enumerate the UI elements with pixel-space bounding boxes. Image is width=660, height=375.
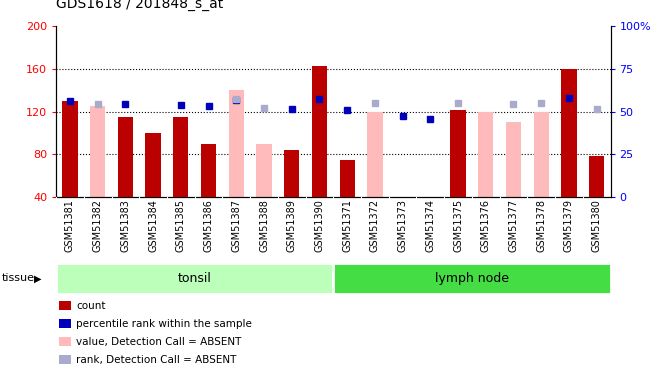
Bar	[506, 122, 521, 197]
Text: GSM51380: GSM51380	[591, 199, 602, 252]
Text: rank, Detection Call = ABSENT: rank, Detection Call = ABSENT	[76, 355, 236, 364]
Bar	[201, 144, 216, 197]
Bar	[367, 112, 383, 197]
Bar	[478, 112, 494, 197]
Text: GSM51381: GSM51381	[65, 199, 75, 252]
Bar	[333, 262, 610, 294]
Bar	[256, 144, 272, 197]
Bar	[339, 159, 355, 197]
Bar	[173, 117, 189, 197]
Text: ▶: ▶	[34, 273, 42, 284]
Text: GSM51389: GSM51389	[286, 199, 297, 252]
Bar	[90, 106, 106, 197]
Text: GSM51378: GSM51378	[536, 199, 546, 252]
Text: GDS1618 / 201848_s_at: GDS1618 / 201848_s_at	[56, 0, 223, 11]
Bar	[228, 90, 244, 197]
Bar	[589, 156, 605, 197]
Text: tonsil: tonsil	[178, 272, 212, 285]
Text: GSM51390: GSM51390	[314, 199, 325, 252]
Bar	[145, 133, 161, 197]
Text: count: count	[76, 301, 106, 310]
Text: GSM51383: GSM51383	[120, 199, 131, 252]
Text: GSM51379: GSM51379	[564, 199, 574, 252]
Text: lymph node: lymph node	[435, 272, 509, 285]
Text: GSM51376: GSM51376	[480, 199, 491, 252]
Text: GSM51386: GSM51386	[203, 199, 214, 252]
Text: GSM51375: GSM51375	[453, 199, 463, 252]
Text: GSM51371: GSM51371	[342, 199, 352, 252]
Text: tissue: tissue	[1, 273, 34, 284]
Text: GSM51387: GSM51387	[231, 199, 242, 252]
Text: value, Detection Call = ABSENT: value, Detection Call = ABSENT	[76, 337, 242, 346]
Bar	[62, 101, 78, 197]
Bar	[450, 111, 466, 197]
Text: GSM51377: GSM51377	[508, 199, 519, 252]
Bar	[312, 66, 327, 197]
Bar	[561, 69, 577, 197]
Bar	[56, 262, 333, 294]
Text: GSM51388: GSM51388	[259, 199, 269, 252]
Bar	[284, 150, 300, 197]
Text: GSM51385: GSM51385	[176, 199, 186, 252]
Text: percentile rank within the sample: percentile rank within the sample	[76, 319, 251, 328]
Text: GSM51382: GSM51382	[92, 199, 103, 252]
Text: GSM51374: GSM51374	[425, 199, 436, 252]
Text: GSM51372: GSM51372	[370, 199, 380, 252]
Bar	[533, 112, 549, 197]
Text: GSM51373: GSM51373	[397, 199, 408, 252]
Bar	[117, 117, 133, 197]
Text: GSM51384: GSM51384	[148, 199, 158, 252]
